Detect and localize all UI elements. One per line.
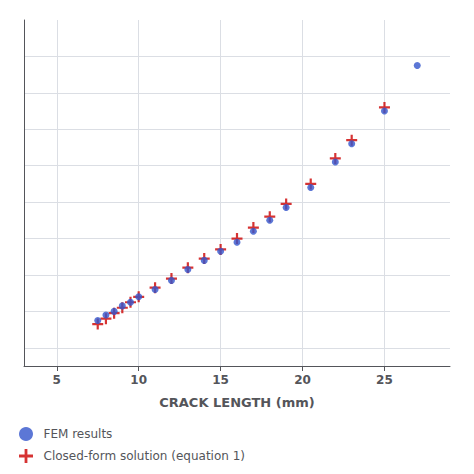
- svg-text:25: 25: [376, 373, 393, 387]
- svg-text:CRACK LENGTH (mm): CRACK LENGTH (mm): [159, 395, 315, 410]
- svg-text:FEM results: FEM results: [44, 427, 113, 441]
- svg-text:5: 5: [53, 373, 61, 387]
- svg-text:Closed-form solution (equation: Closed-form solution (equation 1): [44, 449, 246, 463]
- svg-text:20: 20: [294, 373, 311, 387]
- svg-text:15: 15: [212, 373, 229, 387]
- svg-text:10: 10: [130, 373, 147, 387]
